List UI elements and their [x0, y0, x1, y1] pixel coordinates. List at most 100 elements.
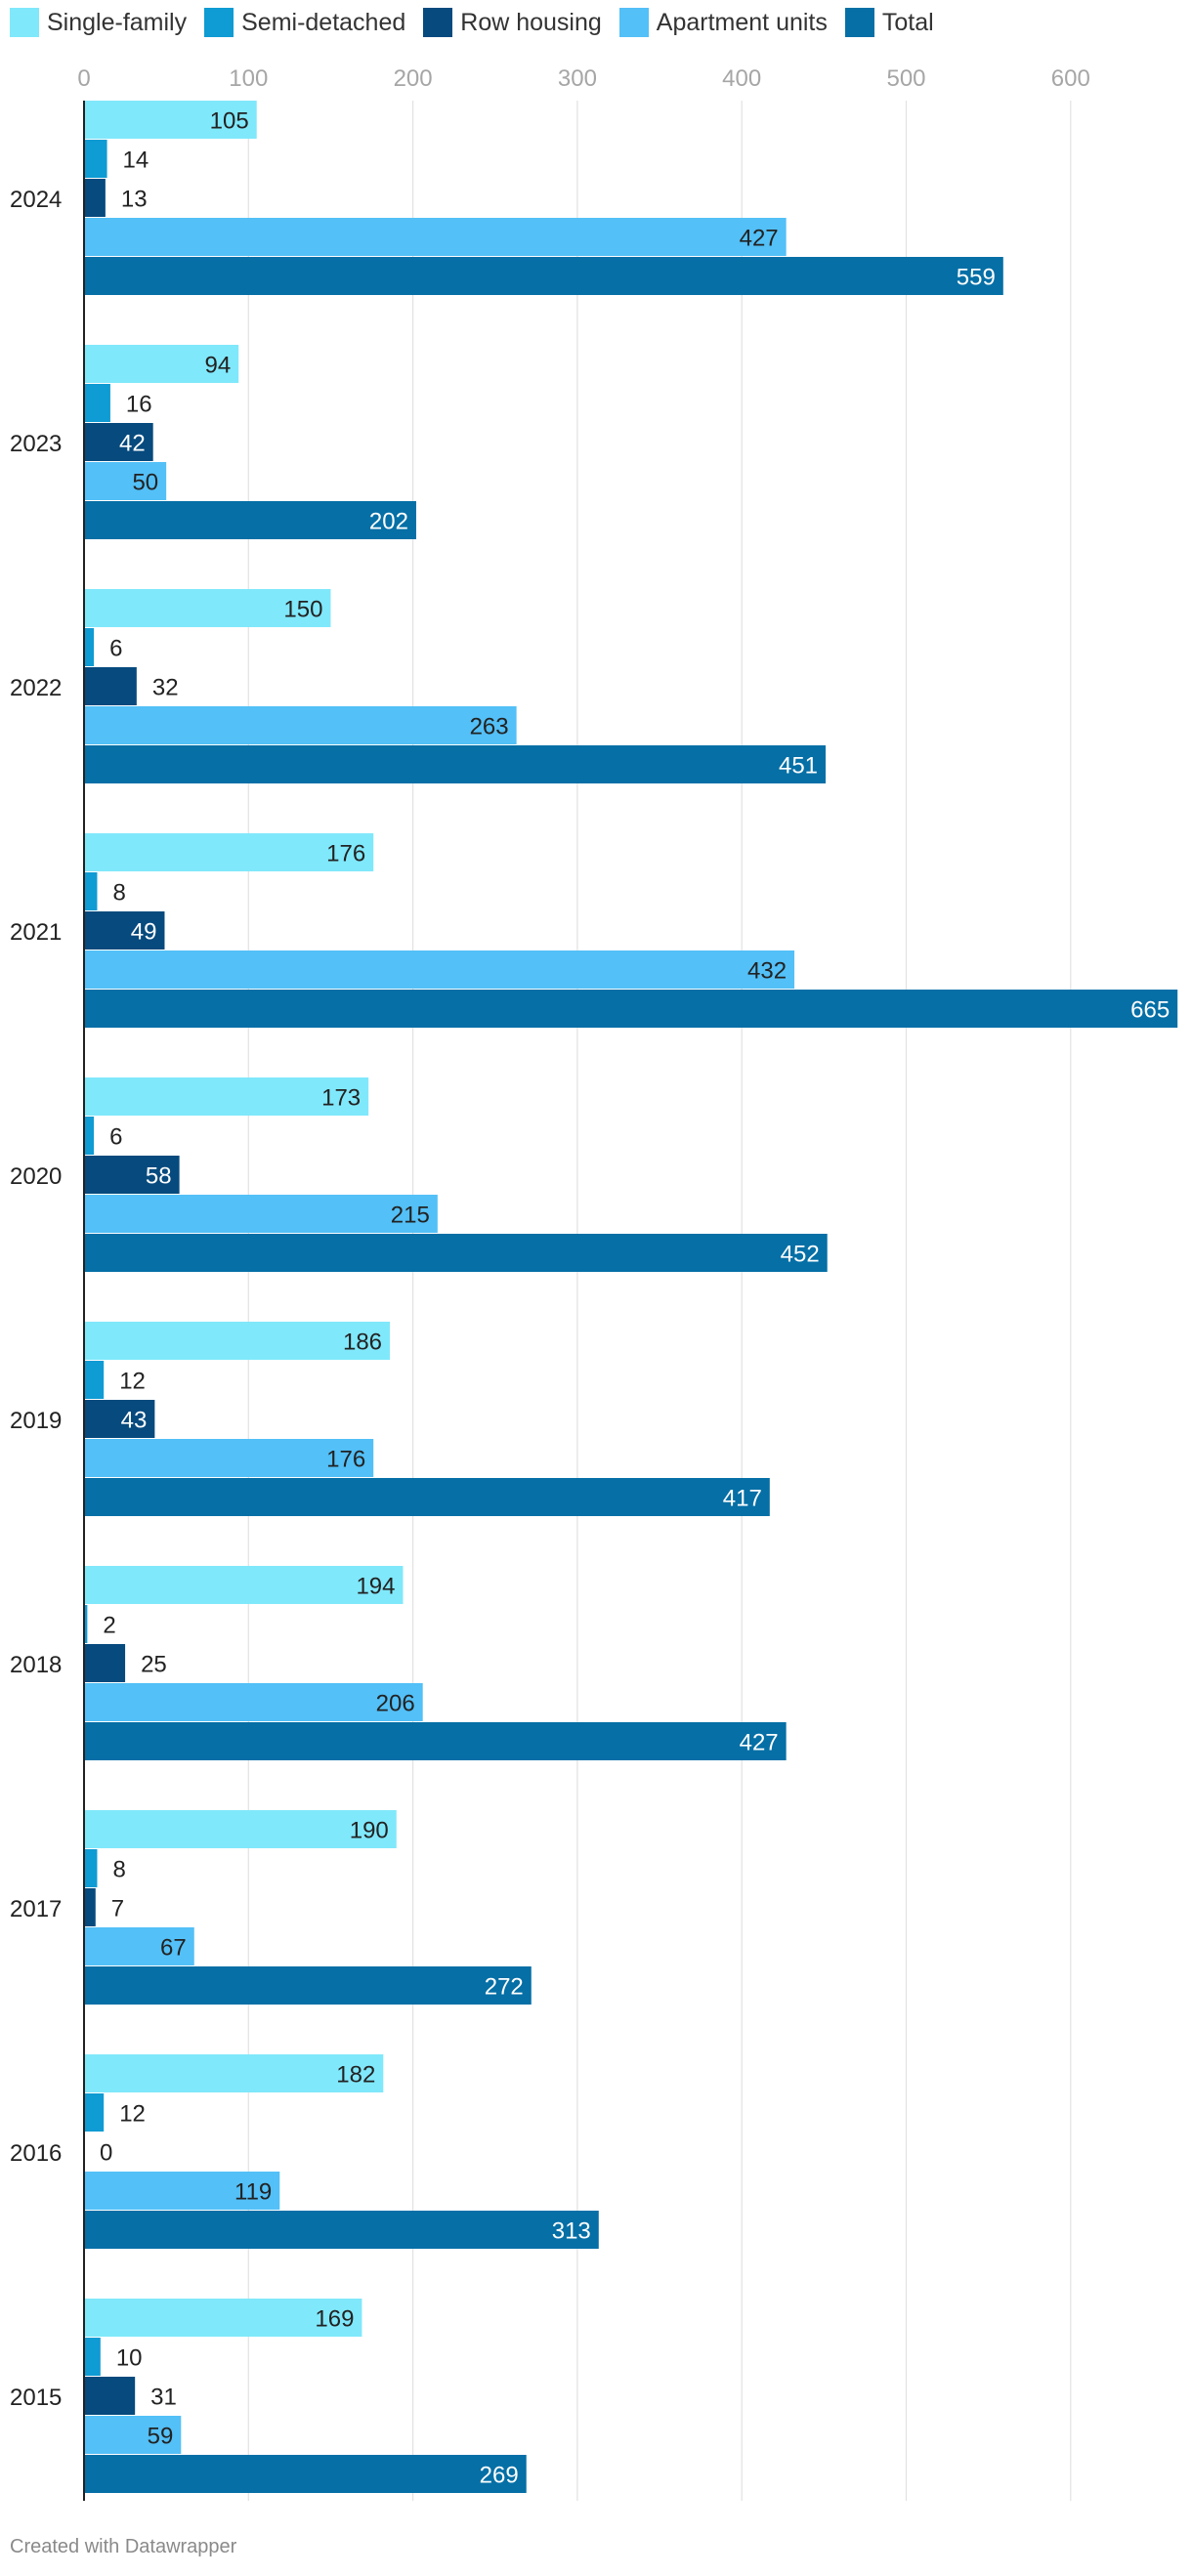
bar	[84, 462, 167, 500]
bar	[84, 833, 374, 871]
bar	[84, 1361, 105, 1399]
data-label: 202	[369, 509, 408, 535]
data-label: 8	[112, 880, 125, 907]
data-label: 10	[116, 2345, 143, 2372]
bar	[84, 1566, 404, 1604]
data-label: 6	[109, 636, 122, 662]
y-category-label: 2022	[10, 675, 62, 701]
bar	[84, 1605, 88, 1643]
bar	[84, 218, 787, 256]
data-label: 206	[376, 1691, 415, 1717]
bar	[84, 1966, 532, 2005]
legend-label: Total	[881, 8, 934, 36]
x-tick-label: 200	[394, 65, 433, 92]
bar	[84, 911, 165, 950]
bar	[84, 1234, 828, 1272]
bar	[84, 667, 137, 705]
bar	[84, 706, 517, 744]
y-category-label: 2023	[10, 431, 62, 457]
legend: Single-family Semi-detached Row housing Apa…	[10, 8, 952, 37]
legend-label: Single-family	[47, 8, 188, 36]
x-tick-label: 0	[77, 65, 90, 92]
bar	[84, 1888, 96, 1926]
bar	[84, 1322, 391, 1360]
bar	[84, 384, 110, 422]
data-label: 176	[326, 1447, 365, 1473]
bar	[84, 1722, 787, 1760]
bar	[84, 745, 827, 783]
legend-item: Single-family	[10, 8, 187, 37]
legend-label: Row housing	[460, 8, 602, 36]
bar	[84, 179, 106, 217]
bar	[84, 2299, 362, 2337]
bar	[84, 950, 795, 989]
credit-text: Created with Datawrapper	[10, 2536, 237, 2557]
data-label: 194	[356, 1574, 395, 1600]
data-label: 67	[160, 1935, 187, 1962]
data-label: 7	[111, 1896, 124, 1922]
legend-item: Total	[844, 8, 934, 37]
bar	[84, 1439, 374, 1477]
y-category-label: 2015	[10, 2385, 62, 2411]
data-label: 427	[740, 1730, 779, 1756]
data-label: 272	[485, 1974, 524, 2001]
bar	[84, 257, 1003, 295]
data-label: 427	[740, 226, 779, 252]
y-category-label: 2021	[10, 919, 62, 946]
bar	[84, 628, 95, 666]
y-category-label: 2016	[10, 2140, 62, 2167]
data-label: 50	[132, 470, 158, 496]
data-label: 150	[283, 597, 322, 623]
bar	[84, 2416, 182, 2454]
legend-swatch	[844, 8, 874, 37]
data-label: 105	[210, 108, 249, 135]
x-tick-label: 300	[558, 65, 597, 92]
data-label: 173	[321, 1085, 361, 1112]
bar	[84, 2338, 101, 2376]
data-label: 13	[121, 187, 148, 213]
bar	[84, 501, 416, 539]
data-label: 32	[152, 675, 179, 701]
data-label: 186	[343, 1330, 382, 1356]
legend-item: Semi-detached	[204, 8, 405, 37]
data-label: 58	[146, 1163, 172, 1190]
data-label: 8	[112, 1857, 125, 1883]
bar	[84, 2377, 136, 2415]
data-label: 182	[336, 2062, 375, 2089]
data-label: 16	[126, 392, 152, 418]
legend-label: Apartment units	[656, 8, 828, 36]
legend-item: Row housing	[423, 8, 602, 37]
bar	[84, 2054, 384, 2092]
x-tick-label: 600	[1051, 65, 1090, 92]
data-label: 94	[204, 353, 231, 379]
data-label: 2	[103, 1613, 115, 1639]
data-label: 313	[552, 2218, 591, 2245]
x-tick-label: 400	[722, 65, 761, 92]
data-label: 12	[119, 2101, 146, 2128]
data-label: 665	[1130, 997, 1170, 1024]
data-label: 269	[480, 2463, 519, 2489]
data-label: 43	[121, 1408, 148, 1434]
y-category-label: 2019	[10, 1408, 62, 1434]
data-label: 452	[781, 1242, 820, 1268]
bar	[84, 101, 257, 139]
data-label: 119	[234, 2179, 272, 2206]
legend-swatch	[618, 8, 649, 37]
data-label: 559	[957, 265, 996, 291]
bar	[84, 1156, 180, 1194]
data-label: 190	[350, 1818, 389, 1844]
bar	[84, 589, 331, 627]
bar	[84, 1810, 397, 1848]
data-label: 59	[148, 2424, 174, 2450]
bar	[84, 1478, 770, 1516]
bar	[84, 1849, 98, 1887]
bar	[84, 1077, 369, 1116]
legend-label: Semi-detached	[241, 8, 406, 36]
data-label: 169	[315, 2306, 354, 2333]
data-label: 215	[391, 1203, 430, 1229]
bar	[84, 1683, 423, 1721]
bar	[84, 1400, 155, 1438]
bar	[84, 2172, 280, 2210]
